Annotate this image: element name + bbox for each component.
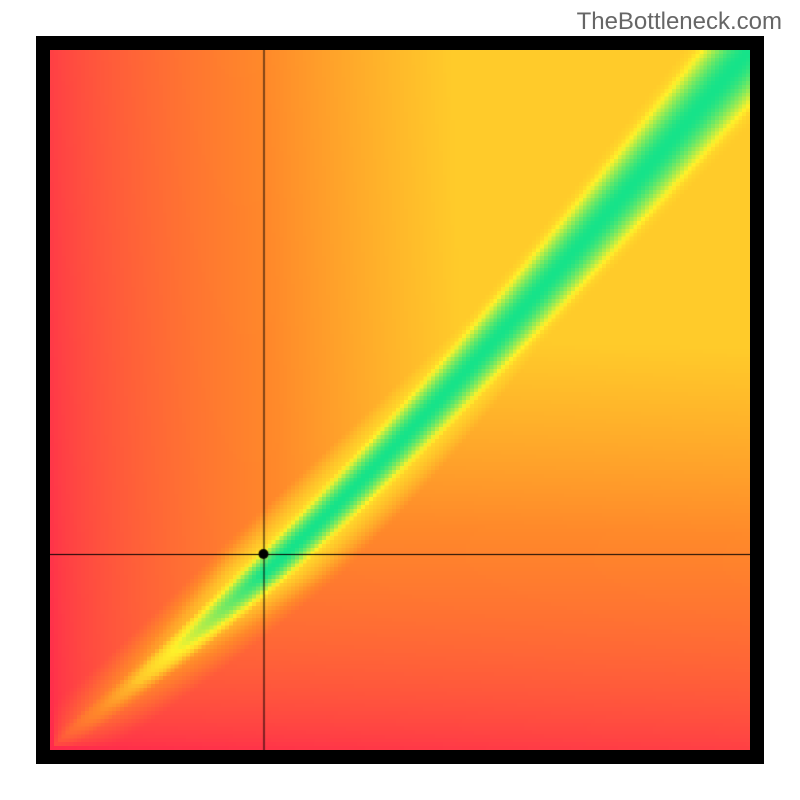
chart-container: TheBottleneck.com <box>0 0 800 800</box>
watermark-text: TheBottleneck.com <box>577 8 782 36</box>
plot-area <box>50 50 750 750</box>
crosshair-overlay <box>50 50 750 750</box>
plot-frame <box>36 36 764 764</box>
